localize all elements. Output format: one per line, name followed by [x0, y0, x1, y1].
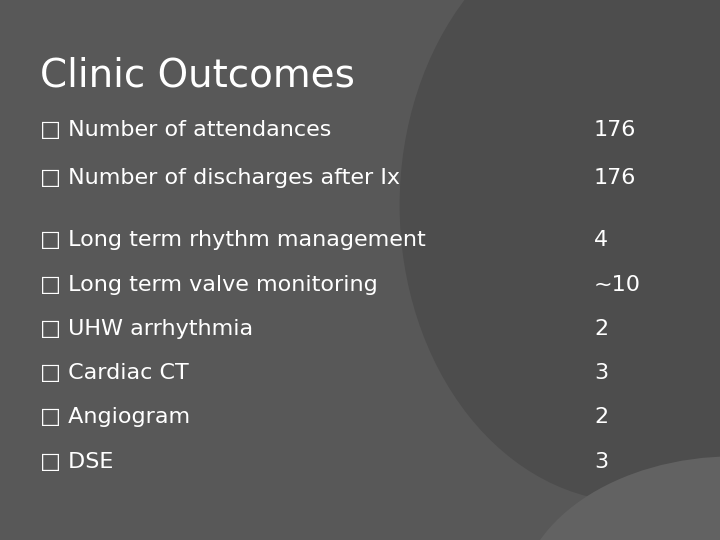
- Text: □ Angiogram: □ Angiogram: [40, 407, 190, 428]
- Text: □ Long term rhythm management: □ Long term rhythm management: [40, 230, 426, 251]
- Text: □ Cardiac CT: □ Cardiac CT: [40, 363, 189, 383]
- Text: 2: 2: [594, 407, 608, 428]
- Text: Clinic Outcomes: Clinic Outcomes: [40, 57, 354, 94]
- Text: 176: 176: [594, 168, 636, 188]
- Text: □ Long term valve monitoring: □ Long term valve monitoring: [40, 274, 377, 295]
- Text: □ DSE: □ DSE: [40, 451, 113, 472]
- Text: □ Number of discharges after Ix: □ Number of discharges after Ix: [40, 168, 400, 188]
- Ellipse shape: [518, 456, 720, 540]
- Text: ~10: ~10: [594, 274, 641, 295]
- Text: 2: 2: [594, 319, 608, 339]
- Text: 176: 176: [594, 119, 636, 140]
- Text: □ Number of attendances: □ Number of attendances: [40, 119, 331, 140]
- Text: □ UHW arrhythmia: □ UHW arrhythmia: [40, 319, 253, 339]
- Ellipse shape: [400, 0, 720, 502]
- Text: 3: 3: [594, 363, 608, 383]
- Text: 4: 4: [594, 230, 608, 251]
- Text: 3: 3: [594, 451, 608, 472]
